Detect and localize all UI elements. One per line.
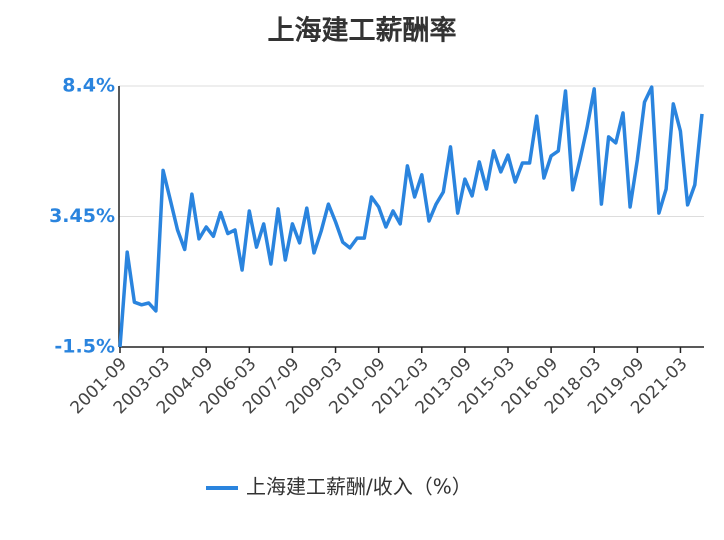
- y-tick-label: -1.5%: [54, 336, 115, 358]
- legend-label: 上海建工薪酬/收入（%）: [246, 475, 472, 499]
- y-tick-label: 3.45%: [49, 205, 115, 227]
- data-line: [118, 85, 704, 348]
- chart-title: 上海建工薪酬率: [268, 15, 457, 47]
- y-tick-label: 8.4%: [62, 75, 115, 97]
